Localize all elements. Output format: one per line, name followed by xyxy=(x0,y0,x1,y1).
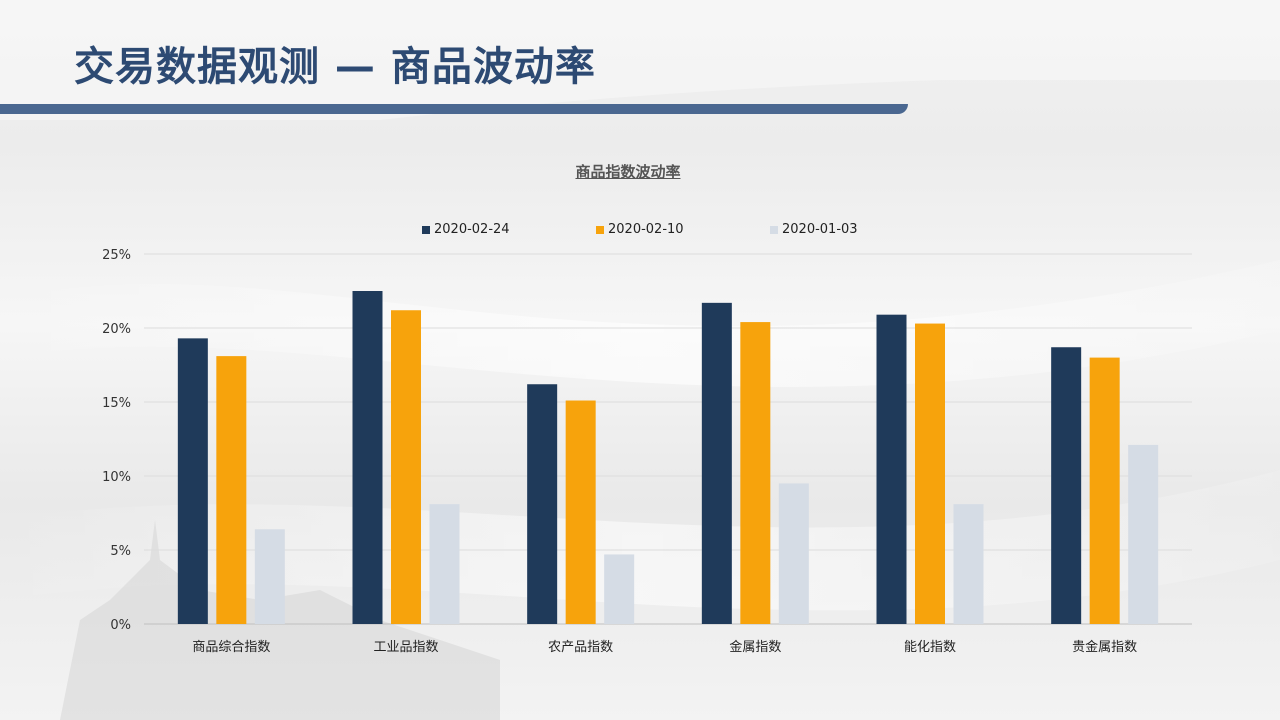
bar-series-3 xyxy=(1128,444,1159,624)
bar-series-2 xyxy=(1089,357,1120,624)
chart-legend: 2020-02-24 2020-02-10 2020-01-03 xyxy=(0,222,1280,240)
legend-item-series-1: 2020-02-24 xyxy=(422,222,510,237)
x-tick-label: 商品综合指数 xyxy=(192,640,270,655)
page-title: 交易数据观测 — 商品波动率 xyxy=(74,44,596,90)
legend-label-series-3: 2020-01-03 xyxy=(782,222,858,237)
bar-series-3 xyxy=(953,504,984,624)
bar-series-3 xyxy=(604,554,635,624)
x-tick-label: 工业品指数 xyxy=(373,640,438,655)
legend-item-series-3: 2020-01-03 xyxy=(770,222,858,237)
legend-swatch-series-1 xyxy=(422,225,430,234)
x-tick-label: 农产品指数 xyxy=(548,640,613,655)
bar-series-2 xyxy=(915,323,945,624)
bar-series-1 xyxy=(527,384,558,624)
bar-series-3 xyxy=(254,529,285,624)
legend-swatch-series-3 xyxy=(770,225,778,234)
bar-series-3 xyxy=(778,483,809,624)
bar-series-1 xyxy=(701,302,732,624)
legend-swatch-series-2 xyxy=(596,225,604,234)
legend-label-series-2: 2020-02-10 xyxy=(608,222,684,237)
bar-series-1 xyxy=(177,338,208,624)
y-tick-label: 5% xyxy=(110,544,131,559)
title-underline-bar xyxy=(0,104,908,114)
y-tick-label: 15% xyxy=(102,396,131,411)
y-tick-label: 10% xyxy=(102,470,131,485)
y-tick-label: 25% xyxy=(102,248,131,263)
x-tick-label: 贵金属指数 xyxy=(1072,639,1137,655)
x-tick-label: 能化指数 xyxy=(904,640,956,655)
bar-series-2 xyxy=(216,356,247,624)
y-tick-label: 20% xyxy=(102,322,131,337)
legend-label-series-1: 2020-02-24 xyxy=(434,222,510,237)
bar-series-2 xyxy=(565,400,596,624)
bar-series-2 xyxy=(740,322,771,624)
bar-series-1 xyxy=(352,291,383,624)
legend-item-series-2: 2020-02-10 xyxy=(596,222,684,237)
bar-series-1 xyxy=(876,314,907,624)
bar-series-1 xyxy=(1051,347,1082,624)
bar-series-3 xyxy=(429,504,460,624)
bar-series-2 xyxy=(391,310,421,624)
y-tick-label: 0% xyxy=(110,618,131,633)
chart-title: 商品指数波动率 xyxy=(575,163,681,181)
x-tick-label: 金属指数 xyxy=(729,639,781,655)
